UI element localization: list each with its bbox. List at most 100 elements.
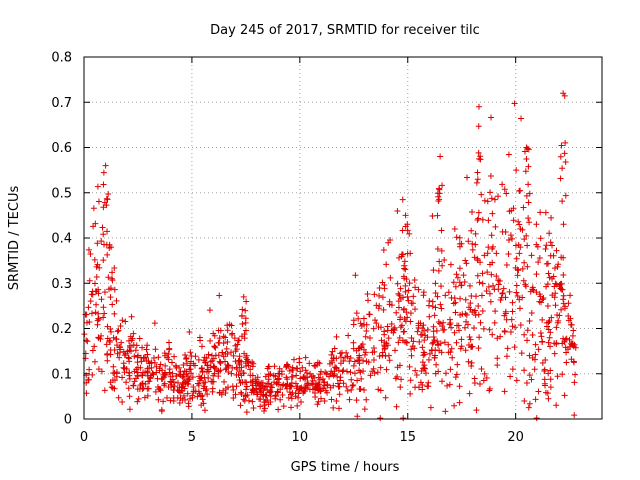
data-point [468,343,475,350]
data-point [104,357,111,364]
data-point [468,362,475,369]
data-point [209,378,216,385]
data-point [489,210,496,217]
x-tick-label: 15 [399,430,416,445]
data-point [171,383,178,390]
data-point [560,221,567,228]
data-point [438,349,445,356]
data-point [354,413,361,420]
data-point [544,281,551,288]
data-point [187,349,194,356]
data-point [430,323,437,330]
data-point [385,335,392,342]
data-point [147,375,154,382]
data-point [520,277,527,284]
data-point [91,256,98,263]
data-point [309,381,316,388]
data-point [92,220,99,227]
data-point [533,415,540,422]
data-point [342,354,349,361]
data-point [424,326,431,333]
data-point [533,221,540,228]
data-point [244,356,251,363]
data-point [442,292,449,299]
data-point [337,354,344,361]
data-point [540,294,547,301]
data-point [493,273,500,280]
data-point [107,328,114,335]
data-point [400,415,407,422]
data-point [219,349,226,356]
data-point [505,236,512,243]
data-point [560,296,567,303]
data-point [185,400,192,407]
data-point [418,368,425,375]
data-point [298,399,305,406]
data-point [360,368,367,375]
data-point [85,376,92,383]
data-point [95,316,102,323]
data-point [182,352,189,359]
data-point [512,242,519,249]
data-point [409,343,416,350]
data-point [527,288,534,295]
data-point [326,360,333,367]
data-point [261,402,268,409]
data-point [406,363,413,370]
data-point [267,398,274,405]
data-point [456,243,463,250]
data-point [238,389,245,396]
data-point [434,246,441,253]
data-point [403,339,410,346]
data-point [509,299,516,306]
data-point [139,380,146,387]
data-point [396,334,403,341]
data-point [388,302,395,309]
data-point [205,351,212,358]
data-point [216,292,223,299]
data-point [315,374,322,381]
data-point [453,271,460,278]
tick-labels: 0 5 10 15 20 0 0.1 0.2 0.3 0.4 0.5 0.6 0.7 0.8 [51,51,524,446]
data-point [123,379,130,386]
data-point [545,260,552,267]
data-point [302,367,309,374]
data-point [397,384,404,391]
data-point [171,353,178,360]
data-point [166,339,173,346]
data-point [555,261,562,268]
data-point [176,399,183,406]
data-point [289,364,296,371]
data-point [569,332,576,339]
data-point [565,317,572,324]
data-point [270,372,277,379]
data-point [401,305,408,312]
data-point [247,366,254,373]
data-point [357,369,364,376]
data-point [138,372,145,379]
data-point [145,385,152,392]
data-point [108,384,115,391]
data-point [433,327,440,334]
data-point [420,292,427,299]
data-point [321,398,328,405]
data-point [143,358,150,365]
data-point [504,345,511,352]
data-point [429,212,436,219]
data-point [95,335,102,342]
data-point [518,115,525,122]
data-point [334,380,341,387]
data-point [378,337,385,344]
data-point [125,354,132,361]
data-point [394,280,401,287]
y-tick-label: 0.2 [51,322,72,337]
data-point [491,319,498,326]
data-point [160,371,167,378]
data-point [484,269,491,276]
data-point [134,398,141,405]
data-point [404,221,411,228]
data-point [386,357,393,364]
data-point [402,282,409,289]
data-point [91,358,98,365]
data-point [537,235,544,242]
